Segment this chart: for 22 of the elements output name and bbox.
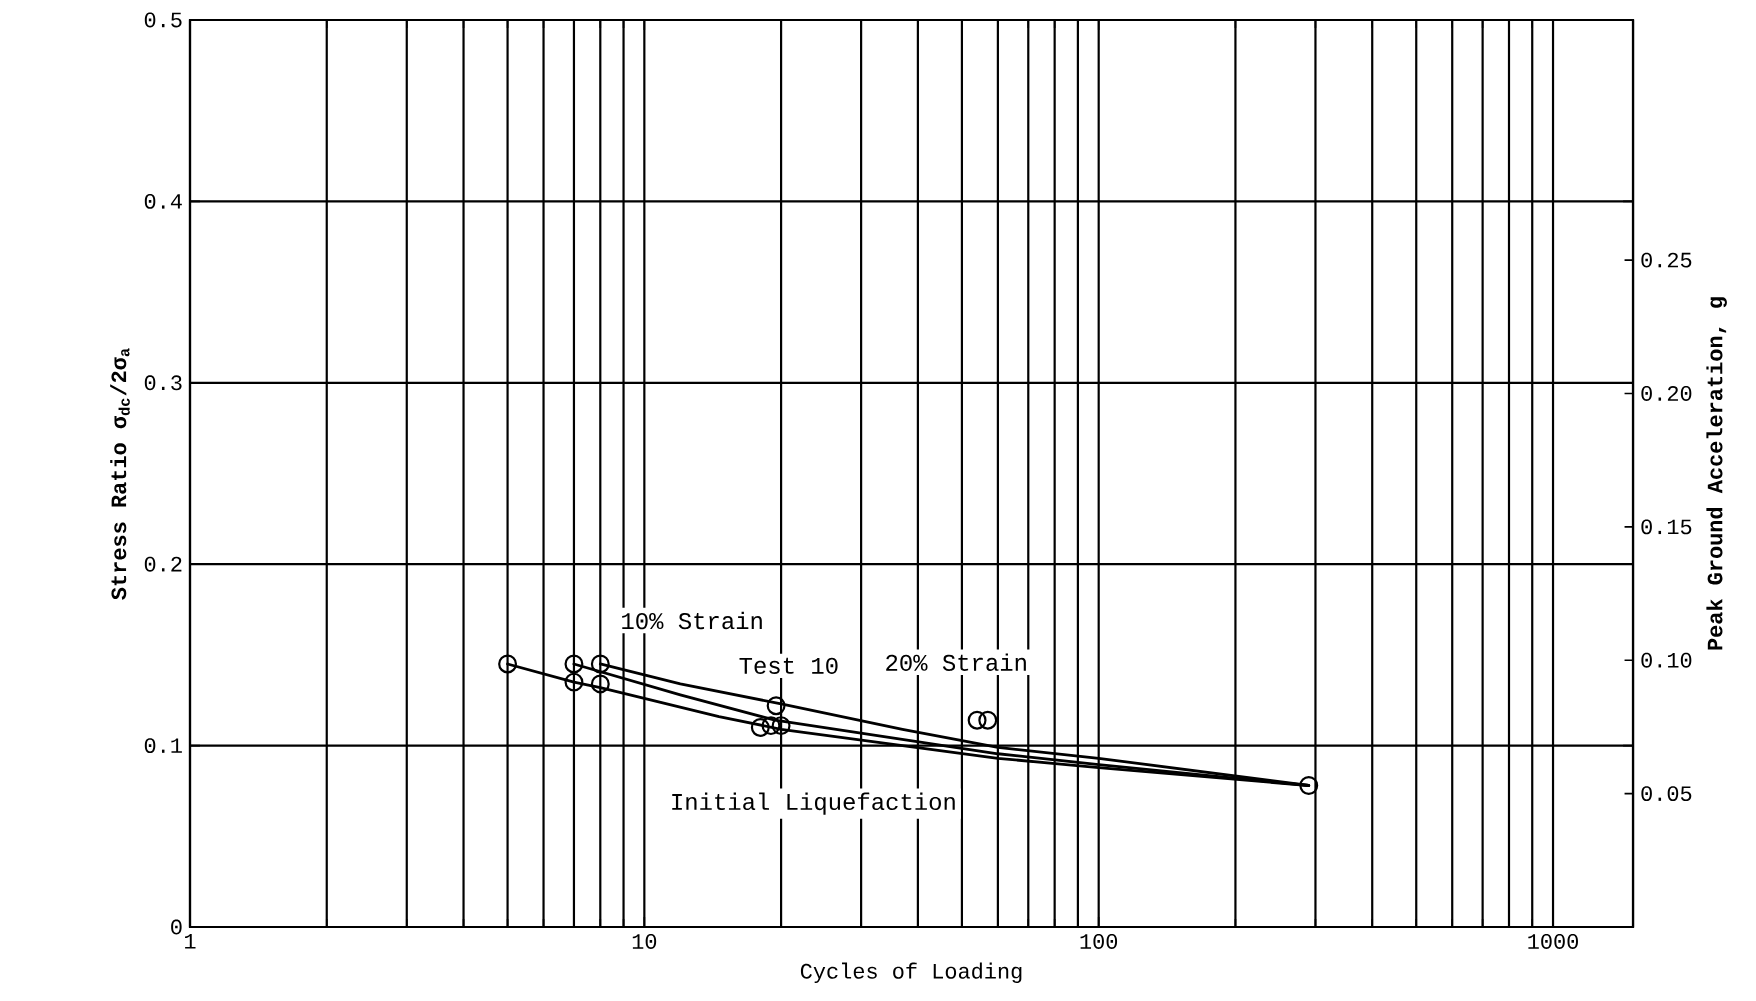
y-tick-label: 0.2	[144, 556, 182, 572]
y2-axis-title: Peak Ground Acceleration, g	[1706, 297, 1727, 650]
y-tick-label: 0.1	[144, 738, 182, 754]
y-tick-label: 0	[171, 919, 182, 935]
y-tick-label: 0.5	[144, 12, 182, 28]
x-tick-label: 100	[1080, 934, 1118, 949]
annotation: Initial Liquefaction	[672, 792, 955, 815]
y2-tick-label: 0.05	[1641, 786, 1692, 802]
y2-tick-label: 0.10	[1641, 652, 1692, 668]
y-tick-label: 0.4	[144, 193, 182, 209]
y-tick-label: 0.3	[144, 375, 182, 391]
x-tick-label: 10	[632, 934, 657, 949]
y2-tick-label: 0.15	[1641, 519, 1692, 535]
y2-tick-label: 0.20	[1641, 386, 1692, 401]
x-tick-label: 1000	[1528, 934, 1578, 949]
annotation: Test 10	[739, 657, 838, 674]
x-tick-label: 1	[185, 934, 196, 949]
annotation: 20% Strain	[886, 653, 1026, 671]
x-axis-title: Cycles of Loading	[800, 962, 1022, 984]
annotation: 10% Strain	[622, 611, 762, 630]
y-axis-title: Stress Ratio σ$_{dc}$/2σ$_{a}$	[110, 348, 130, 600]
y2-tick-label: 0.25	[1641, 252, 1692, 268]
